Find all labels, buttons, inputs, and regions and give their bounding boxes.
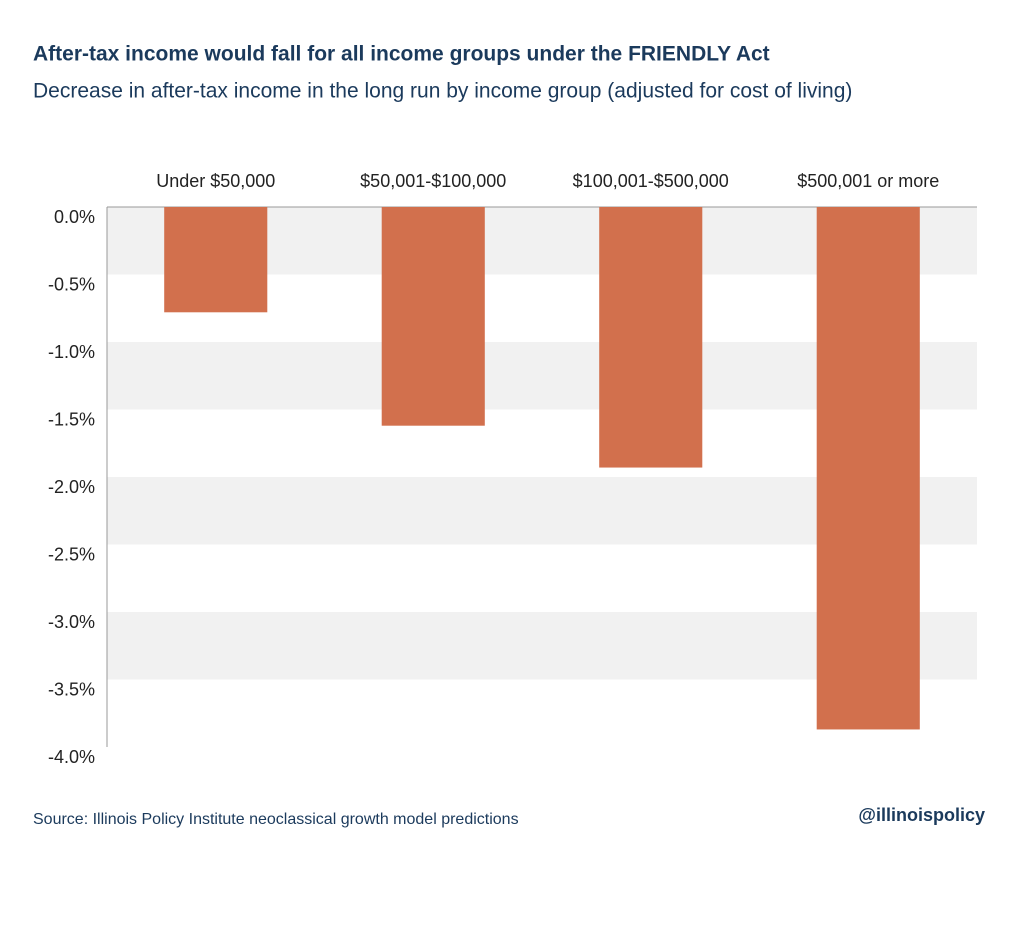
credit: @illinoispolicy bbox=[858, 805, 985, 825]
x-tick-label: $500,001 or more bbox=[797, 171, 939, 191]
y-tick-label: 0.0% bbox=[54, 207, 95, 227]
y-tick-label: -1.0% bbox=[48, 342, 95, 362]
bar bbox=[599, 207, 703, 468]
y-tick-label: -2.0% bbox=[48, 477, 95, 497]
chart-subtitle: Decrease in after-tax income in the long… bbox=[33, 80, 852, 103]
y-tick-label: -0.5% bbox=[48, 274, 95, 294]
x-tick-label: $50,001-$100,000 bbox=[360, 171, 506, 191]
y-tick-label: -3.5% bbox=[48, 679, 95, 699]
y-tick-label: -2.5% bbox=[48, 544, 95, 564]
x-tick-label: Under $50,000 bbox=[156, 171, 275, 191]
y-tick-label: -3.0% bbox=[48, 612, 95, 632]
bar bbox=[381, 207, 485, 426]
chart-title: After-tax income would fall for all inco… bbox=[33, 43, 770, 66]
x-tick-label: $100,001-$500,000 bbox=[573, 171, 729, 191]
source: Source: Illinois Policy Institute neocla… bbox=[33, 811, 519, 828]
y-tick-label: -1.5% bbox=[48, 409, 95, 429]
bar bbox=[816, 207, 920, 730]
y-tick-label: -4.0% bbox=[48, 747, 95, 767]
bar bbox=[164, 207, 268, 313]
